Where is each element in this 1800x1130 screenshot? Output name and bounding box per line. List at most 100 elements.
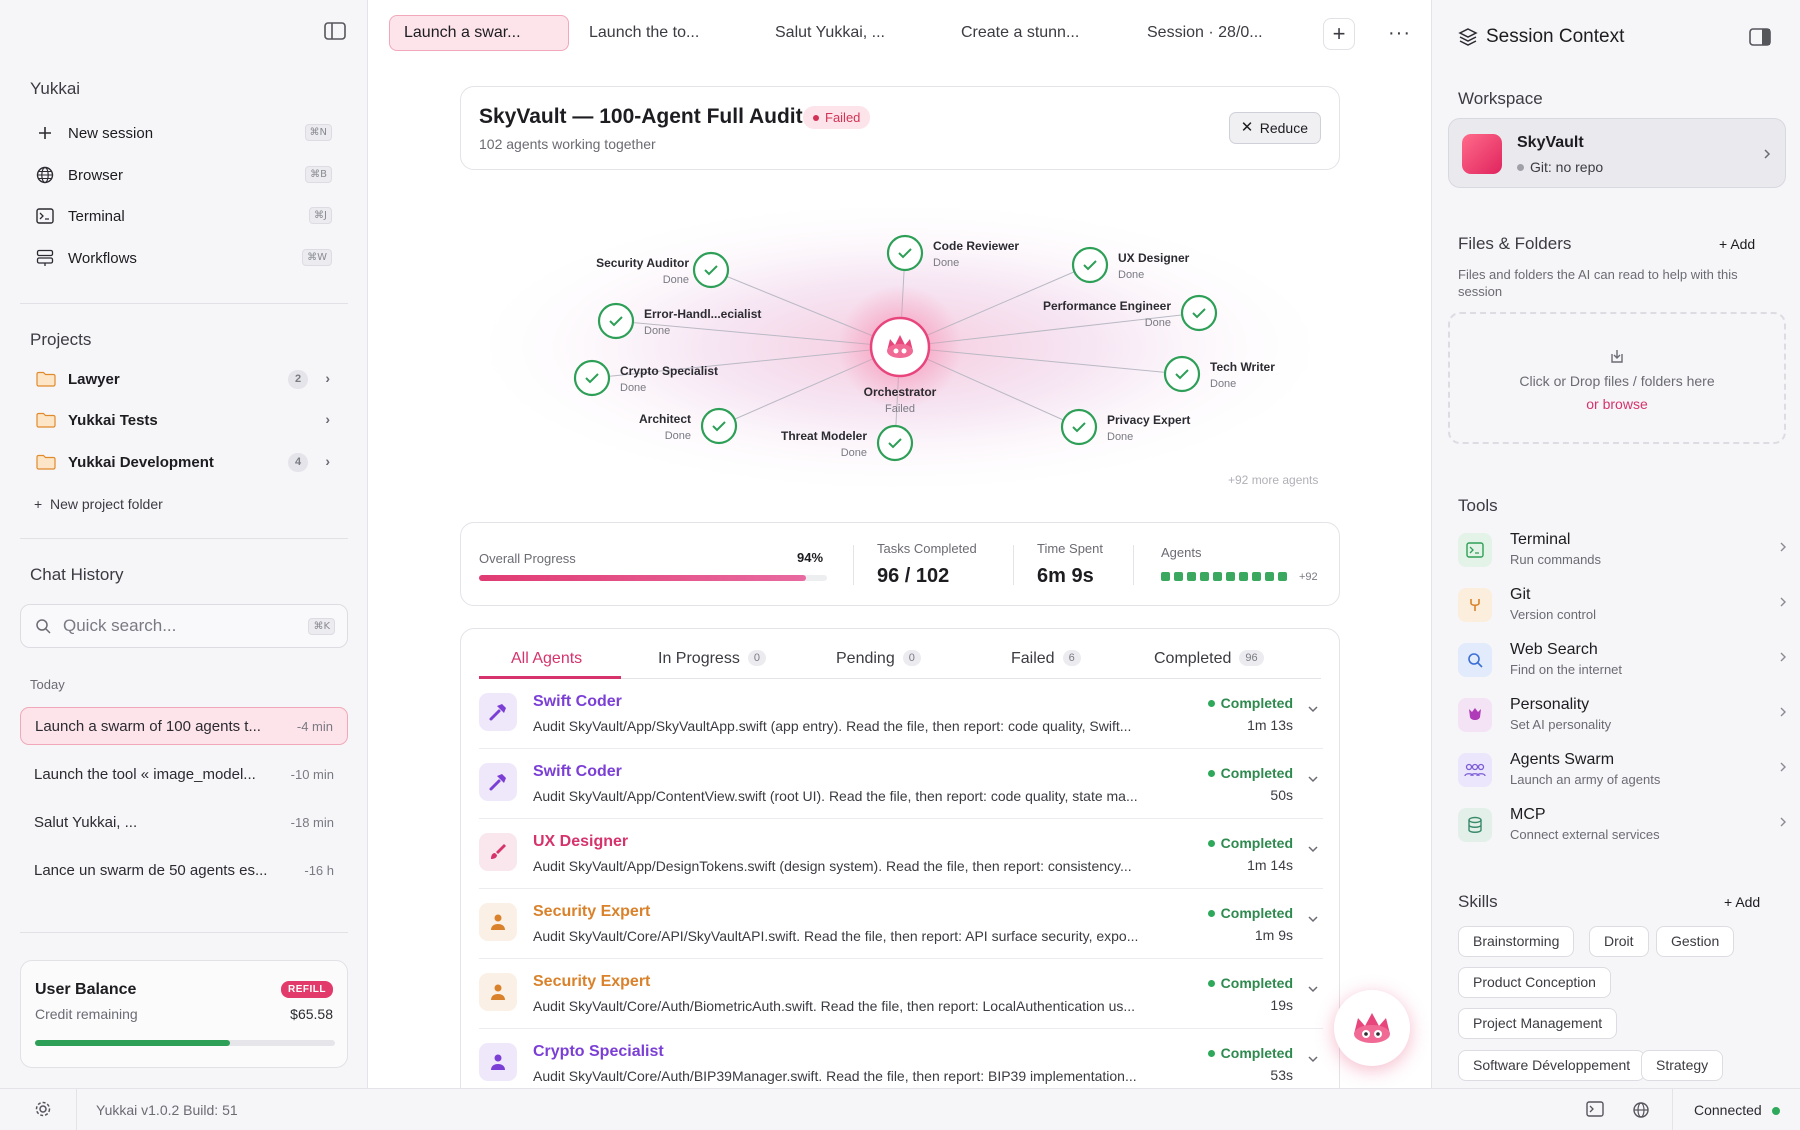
tool-item[interactable]: Terminal Run commands [1458, 527, 1788, 579]
tool-name: Git [1510, 586, 1531, 603]
sidebar-toggle-icon[interactable] [324, 22, 346, 40]
tab-all-agents[interactable]: All Agents [511, 650, 582, 668]
file-drop-zone[interactable]: Click or Drop files / folders here or br… [1448, 312, 1786, 444]
project-item-lawyer[interactable]: Lawyer 2 › [28, 361, 344, 397]
chevron-right-icon: › [325, 370, 330, 386]
tab-count-badge: 0 [747, 650, 766, 666]
time-label: Time Spent [1037, 541, 1103, 556]
session-tab[interactable]: Session · 28/0... [1147, 15, 1263, 51]
session-tab[interactable]: Create a stunn... [961, 15, 1079, 51]
agent-row[interactable]: Security Expert Audit SkyVault/Core/API/… [479, 889, 1323, 959]
terminal-button[interactable]: Terminal ⌘J [28, 198, 344, 234]
agents-label: Agents [1161, 545, 1202, 560]
session-tab[interactable]: Launch a swar... [389, 15, 569, 51]
chevron-down-icon[interactable] [1307, 703, 1319, 715]
divider [1672, 1089, 1673, 1130]
agent-node-status: Done [620, 382, 646, 394]
version-label: Yukkai v1.0.2 Build: 51 [96, 1102, 238, 1118]
tools-heading: Tools [1458, 496, 1498, 515]
gear-icon[interactable] [34, 1100, 52, 1118]
chevron-down-icon[interactable] [1307, 983, 1319, 995]
agent-duration: 1m 14s [1247, 857, 1293, 873]
session-tab[interactable]: Salut Yukkai, ... [775, 15, 885, 51]
terminal-icon [1458, 533, 1492, 567]
agent-node[interactable]: Security Auditor Done [596, 251, 730, 289]
history-item[interactable]: Launch a swarm of 100 agents t... -4 min [20, 707, 348, 745]
orchestrator-node[interactable]: Orchestrator Failed [864, 316, 937, 415]
agent-node[interactable]: Code Reviewer Done [886, 234, 1019, 272]
skill-chip[interactable]: Product Conception [1458, 967, 1611, 998]
workflows-button[interactable]: Workflows ⌘W [28, 240, 344, 276]
tab-pending[interactable]: Pending 0 [836, 650, 921, 668]
browser-button[interactable]: Browser ⌘B [28, 157, 344, 193]
agent-row[interactable]: Security Expert Audit SkyVault/Core/Auth… [479, 959, 1323, 1029]
agent-node[interactable]: UX Designer Done [1071, 246, 1190, 284]
agent-row[interactable]: UX Designer Audit SkyVault/App/DesignTok… [479, 819, 1323, 889]
agent-node-circle [1060, 408, 1098, 446]
agent-row[interactable]: Swift Coder Audit SkyVault/App/ContentVi… [479, 749, 1323, 819]
new-project-folder-button[interactable]: + New project folder [34, 496, 163, 512]
layers-icon [1458, 28, 1478, 46]
add-label: Add [1735, 894, 1761, 910]
tab-completed[interactable]: Completed 96 [1154, 650, 1264, 668]
files-heading: Files & Folders [1458, 234, 1572, 253]
refill-button[interactable]: REFILL [281, 981, 333, 998]
session-tab[interactable]: Launch the to... [589, 15, 699, 51]
new-session-button[interactable]: New session ⌘N [28, 115, 344, 151]
skill-chip[interactable]: Gestion [1656, 926, 1735, 957]
agent-name: UX Designer [533, 833, 629, 850]
project-item-yukkai-tests[interactable]: Yukkai Tests › [28, 402, 344, 438]
agent-node[interactable]: Crypto Specialist Done [573, 359, 718, 397]
history-item[interactable]: Lance un swarm de 50 agents es... -16 h [20, 851, 348, 889]
tab-failed[interactable]: Failed 6 [1011, 650, 1081, 668]
tab-in-progress[interactable]: In Progress 0 [658, 650, 766, 668]
project-item-yukkai-development[interactable]: Yukkai Development 4 › [28, 444, 344, 480]
agent-node[interactable]: Tech Writer Done [1163, 355, 1275, 393]
skill-chip[interactable]: Software Développement [1458, 1050, 1646, 1081]
skill-chip[interactable]: Strategy [1641, 1050, 1724, 1081]
skill-chip[interactable]: Project Management [1458, 1008, 1618, 1039]
agent-node-status: Done [1210, 378, 1236, 390]
agent-node[interactable]: Error-Handl...ecialist Done [597, 302, 761, 340]
workspace-card[interactable]: SkyVault Git: no repo [1448, 118, 1786, 188]
agent-node-circle [700, 407, 738, 445]
more-options-icon[interactable]: ··· [1388, 22, 1411, 44]
tool-item[interactable]: Agents Swarm Launch an army of agents [1458, 747, 1788, 799]
folder-icon [36, 412, 56, 428]
tool-item[interactable]: Personality Set AI personality [1458, 692, 1788, 744]
agent-node[interactable]: Privacy Expert Done [1060, 408, 1190, 446]
agent-node[interactable]: Performance Engineer Done [1043, 294, 1218, 332]
tool-name: Terminal [1510, 531, 1571, 548]
new-tab-button[interactable]: + [1323, 18, 1355, 50]
browse-link[interactable]: or browse [1586, 396, 1648, 412]
agent-row[interactable]: Crypto Specialist Audit SkyVault/Core/Au… [479, 1029, 1323, 1088]
balance-amount: $65.58 [290, 1006, 333, 1022]
add-skill-button[interactable]: + Add [1724, 894, 1760, 910]
skill-chip[interactable]: Droit [1589, 926, 1649, 957]
tool-item[interactable]: MCP Connect external services [1458, 802, 1788, 854]
chevron-down-icon[interactable] [1307, 1053, 1319, 1065]
agent-node-circle [573, 359, 611, 397]
chevron-down-icon[interactable] [1307, 913, 1319, 925]
search-input[interactable]: Quick search... ⌘K [20, 604, 348, 648]
tool-item[interactable]: Web Search Find on the internet [1458, 637, 1788, 689]
history-item[interactable]: Launch the tool « image_model... -10 min [20, 755, 348, 793]
skill-chip[interactable]: Brainstorming [1458, 926, 1575, 957]
chevron-down-icon[interactable] [1307, 773, 1319, 785]
panel-toggle-icon[interactable] [1749, 28, 1771, 46]
globe-icon[interactable] [1632, 1101, 1650, 1119]
terminal-icon[interactable] [1586, 1101, 1604, 1117]
chevron-right-icon [1780, 652, 1786, 662]
agent-node[interactable]: Threat Modeler Done [781, 424, 914, 462]
agent-row[interactable]: Swift Coder Audit SkyVault/App/SkyVaultA… [479, 679, 1323, 749]
tool-item[interactable]: Git Version control [1458, 582, 1788, 634]
agent-status: Completed [1208, 1045, 1293, 1061]
history-item[interactable]: Salut Yukkai, ... -18 min [20, 803, 348, 841]
chevron-down-icon[interactable] [1307, 843, 1319, 855]
agent-node[interactable]: Architect Done [639, 407, 738, 445]
add-files-button[interactable]: + Add [1719, 236, 1755, 252]
agent-node-name: Architect [639, 412, 691, 426]
reduce-button[interactable]: ✕ Reduce [1228, 112, 1321, 144]
git-branch-icon [1458, 588, 1492, 622]
yukkai-assistant-button[interactable] [1334, 990, 1410, 1066]
